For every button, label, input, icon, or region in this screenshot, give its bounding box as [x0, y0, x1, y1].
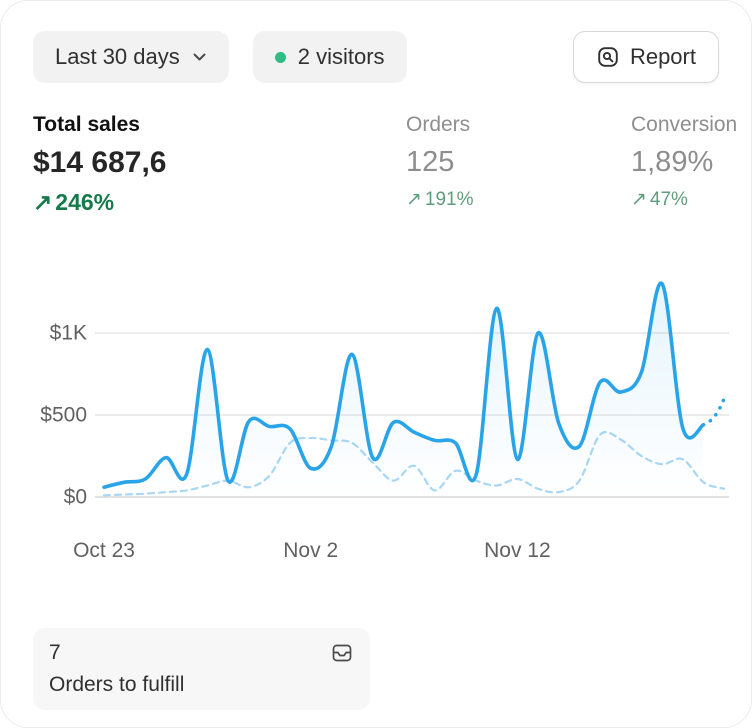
metric-label: Conversion [631, 113, 738, 136]
metric-total-sales[interactable]: Total sales $14 687,6 ↗ 246% [33, 113, 166, 216]
metric-delta-value: 47% [649, 188, 688, 210]
sales-line-chart: $1K $500 $0 Oct 23 Nov 2 Nov 12 [40, 281, 729, 562]
inbox-icon [330, 641, 354, 670]
metric-delta: ↗ 47% [631, 188, 737, 211]
metric-label: Orders [406, 113, 471, 136]
trend-up-icon: ↗ [406, 189, 422, 210]
metric-orders[interactable]: Orders 125 ↗ 191% [406, 113, 474, 211]
toolbar: Last 30 days 2 visitors Report [33, 31, 719, 83]
report-button[interactable]: Report [572, 31, 719, 83]
svg-text:Nov 12: Nov 12 [484, 539, 551, 562]
chevron-down-icon [192, 52, 207, 62]
trend-up-icon: ↗ [631, 189, 647, 210]
metric-value: 1,89% [631, 146, 714, 178]
metric-delta-value: 191% [424, 188, 474, 210]
svg-text:$0: $0 [64, 486, 87, 509]
metric-delta: ↗ 246% [33, 189, 166, 216]
orders-to-fulfill-card[interactable]: 7 Orders to fulfill [33, 628, 370, 710]
metric-value: $14 687,6 [33, 146, 167, 179]
date-range-button[interactable]: Last 30 days [33, 31, 229, 83]
date-range-label: Last 30 days [55, 44, 180, 69]
metric-delta-value: 246% [55, 189, 115, 215]
svg-text:$1K: $1K [50, 322, 87, 345]
live-visitors-dot-icon [274, 51, 286, 63]
metrics-row: Total sales $14 687,6 ↗ 246% Orders 125 … [33, 113, 751, 223]
report-label: Report [629, 44, 696, 69]
svg-text:$500: $500 [40, 404, 87, 427]
svg-text:Oct 23: Oct 23 [73, 539, 135, 562]
metric-delta: ↗ 191% [406, 188, 474, 211]
report-icon [596, 45, 620, 69]
fulfill-label: Orders to fulfill [49, 673, 185, 696]
metric-value: 125 [406, 146, 455, 178]
svg-text:Nov 2: Nov 2 [283, 539, 338, 562]
visitors-badge[interactable]: 2 visitors [252, 31, 407, 83]
trend-up-icon: ↗ [33, 189, 53, 215]
fulfill-count: 7 [49, 641, 61, 664]
visitors-label: 2 visitors [297, 44, 385, 69]
metric-conversion[interactable]: Conversion 1,89% ↗ 47% [631, 113, 737, 211]
metric-label: Total sales [33, 113, 140, 136]
